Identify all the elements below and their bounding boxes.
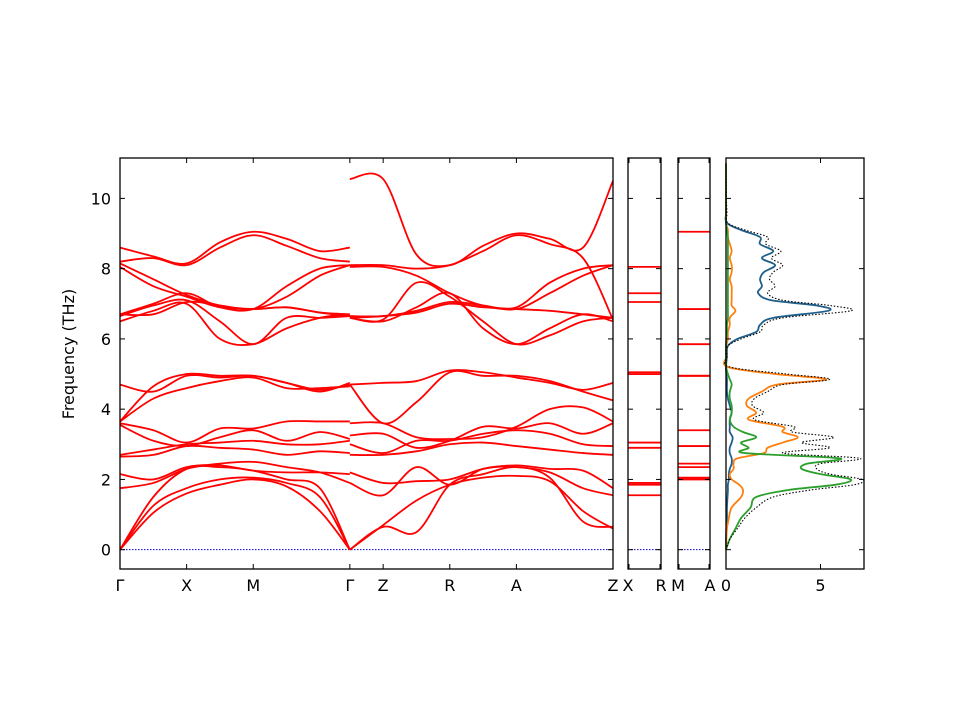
phonon-band: [119, 444, 350, 458]
x-tick-label: X: [623, 576, 634, 595]
partial-dos-line: [723, 163, 828, 550]
x-tick-label: A: [705, 576, 716, 595]
band-segment-1: [119, 230, 351, 551]
phonon-band: [349, 422, 614, 449]
phonon-band: [119, 264, 350, 316]
axes-frame: [725, 157, 865, 570]
phonon-band: [349, 429, 614, 454]
y-tick-label: 0: [101, 541, 111, 560]
band-segment-2: [349, 172, 614, 551]
band-panel-main: 0 2 4 6 8 10 Γ X M Γ Z R A Z: [91, 157, 619, 595]
phonon-band: [119, 464, 350, 481]
x-tick-label: Z: [608, 576, 619, 595]
y-tick-label: 6: [101, 330, 111, 349]
y-tick-label: 8: [101, 260, 111, 279]
phonon-band: [119, 439, 350, 456]
partial-dos-line: [725, 163, 853, 550]
phonon-band: [119, 230, 350, 265]
phonon-band: [349, 466, 614, 551]
x-tick-label: Γ: [345, 576, 354, 595]
x-tick-label: Z: [378, 576, 389, 595]
phonon-band: [119, 424, 351, 448]
axes-frame: [677, 157, 711, 570]
phonon-band: [119, 420, 350, 444]
phonon-band: [119, 262, 350, 317]
phonon-band: [119, 298, 350, 346]
phonon-band: [349, 441, 614, 456]
phonon-band: [349, 465, 614, 497]
phonon-band: [119, 372, 351, 423]
axes-frame: [119, 157, 614, 570]
x-tick-label: M: [246, 576, 260, 595]
x-tick-label: X: [181, 576, 192, 595]
phonon-band: [349, 234, 614, 320]
phonon-band: [349, 405, 614, 441]
phonon-band: [349, 464, 614, 489]
y-tick-label: 2: [101, 470, 111, 489]
x-tick-label: Γ: [116, 576, 125, 595]
phonon-band: [349, 474, 614, 551]
phonon-band: [349, 172, 614, 268]
x-tick-label: 0: [721, 576, 731, 595]
phonon-band: [349, 281, 614, 346]
phonon-band: [349, 291, 614, 346]
partial-dos-line: [724, 163, 832, 550]
phonon-band: [119, 234, 350, 267]
y-tick-label: 4: [101, 400, 111, 419]
x-tick-label: M: [671, 576, 685, 595]
phonon-band: [119, 376, 350, 423]
axes-frame: [627, 157, 662, 570]
phonon-band: [119, 476, 351, 551]
phonon-band: [349, 369, 614, 425]
x-tick-label: 5: [815, 576, 825, 595]
x-tick-label: A: [511, 576, 522, 595]
y-axis-label: Frequency (THz): [59, 289, 78, 419]
x-tick-label: R: [655, 576, 666, 595]
x-tick-label: R: [444, 576, 455, 595]
phonon-band: [349, 264, 614, 310]
phonon-band: [119, 478, 351, 551]
phonon-band: [349, 369, 614, 391]
total-dos-line: [724, 163, 865, 550]
phonon-band: [349, 264, 614, 318]
y-tick-label: 10: [91, 189, 111, 208]
